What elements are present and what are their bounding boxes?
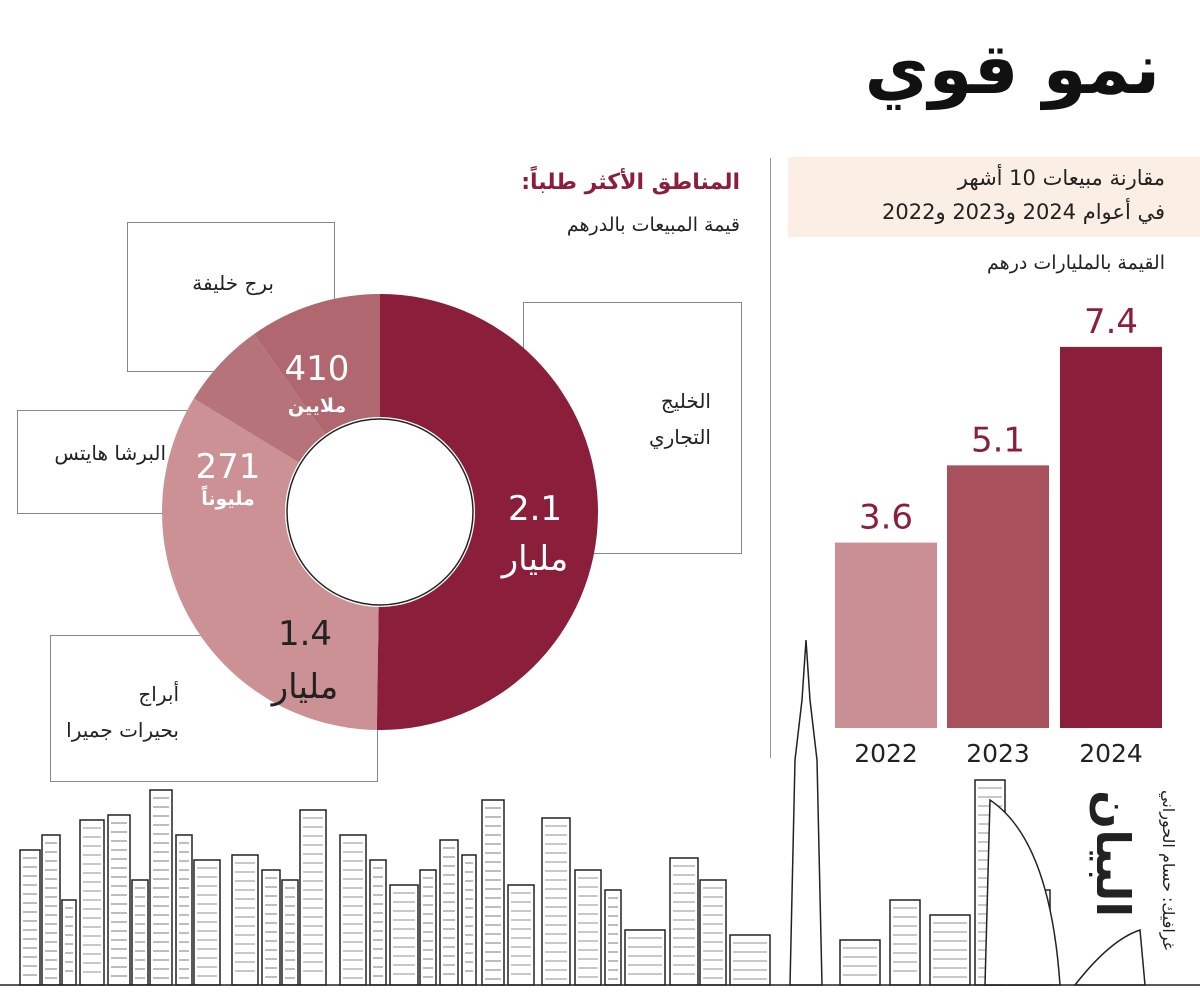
skyline-building: [439, 839, 459, 986]
page-title: نمو قوي: [864, 28, 1160, 110]
slice-label: برج خليفة: [192, 271, 274, 295]
slice-value-label: 271: [196, 447, 261, 487]
bar-value-label: 5.1: [971, 420, 1025, 460]
jumeirah-hotel-drawing: [1073, 928, 1146, 986]
skyline-building: [175, 834, 193, 986]
bar-2024: [1060, 346, 1162, 728]
donut-slice: [376, 294, 599, 730]
skyline-building: [481, 799, 505, 986]
bar-header-line1: مقارنة مبيعات 10 أشهر: [957, 166, 1165, 190]
skyline-building: [889, 899, 921, 986]
skyline-building: [729, 934, 771, 986]
bar-header-line2: في أعوام 2024 و2023 و2022: [882, 200, 1165, 224]
slice-label: بحيرات جميرا: [66, 718, 179, 742]
skyline-building: [339, 834, 367, 986]
skyline-building: [193, 859, 221, 986]
skyline-building: [369, 859, 387, 986]
slice-unit-label: مليوناً: [201, 485, 254, 510]
donut-subtitle: قيمة المبيعات بالدرهم: [566, 214, 740, 236]
skyline-building: [61, 899, 77, 986]
skyline-building: [389, 884, 419, 986]
skyline-building: [461, 854, 477, 986]
skyline-building: [541, 817, 571, 986]
burj-al-arab-drawing: [984, 798, 1061, 986]
skyline: [0, 639, 1200, 986]
bar-2023: [947, 465, 1049, 728]
logo: البيان: [1086, 790, 1140, 930]
skyline-building: [231, 854, 259, 986]
slice-value-label: 410: [285, 349, 350, 389]
slice-value-label: 1.4: [278, 614, 332, 654]
donut-slice: [254, 294, 380, 435]
bar-header-background: [788, 157, 1200, 237]
bar-category-label: 2022: [854, 739, 918, 768]
slice-label: البرشا هايتس: [54, 441, 166, 465]
skyline-building: [41, 834, 61, 986]
donut-title: المناطق الأكثر طلباً:: [521, 170, 740, 195]
skyline-building: [624, 929, 666, 986]
slice-value-label: 2.1: [508, 489, 562, 529]
bar-category-label: 2023: [966, 739, 1030, 768]
skyline-building: [107, 814, 131, 986]
bar-category-label: 2024: [1079, 739, 1143, 768]
slice-label: التجاري: [648, 425, 711, 449]
slice-unit-label: ملايين: [288, 395, 346, 417]
bar-unit-label: القيمة بالمليارات درهم: [987, 252, 1165, 274]
skyline-building: [604, 889, 622, 986]
donut-slice: [193, 334, 326, 463]
skyline-building: [699, 879, 727, 986]
donut-slice: [162, 398, 379, 730]
skyline-building: [669, 857, 699, 986]
skyline-building: [79, 819, 105, 986]
slice-unit-label: مليار: [500, 539, 569, 579]
burj-khalifa-drawing: [789, 639, 823, 986]
slice-unit-label: مليار: [270, 667, 339, 707]
skyline-building: [839, 939, 881, 986]
slice-label: أبراج: [138, 682, 179, 706]
skyline-building: [574, 869, 602, 986]
logo-text: البيان: [1086, 790, 1140, 918]
donut-hole: [286, 418, 474, 606]
skyline-building: [507, 884, 535, 986]
skyline-building: [19, 849, 41, 986]
skyline-building: [149, 789, 173, 986]
slice-label: الخليج: [660, 389, 711, 413]
bar-value-label: 7.4: [1084, 302, 1138, 342]
divider: [770, 158, 771, 758]
credit: غرافيك: حسام الحوراني: [1150, 790, 1180, 980]
bar-2022: [835, 542, 937, 728]
credit-text: غرافيك: حسام الحوراني: [1159, 790, 1178, 950]
skyline-building: [299, 809, 327, 986]
bar-value-label: 3.6: [859, 498, 913, 538]
